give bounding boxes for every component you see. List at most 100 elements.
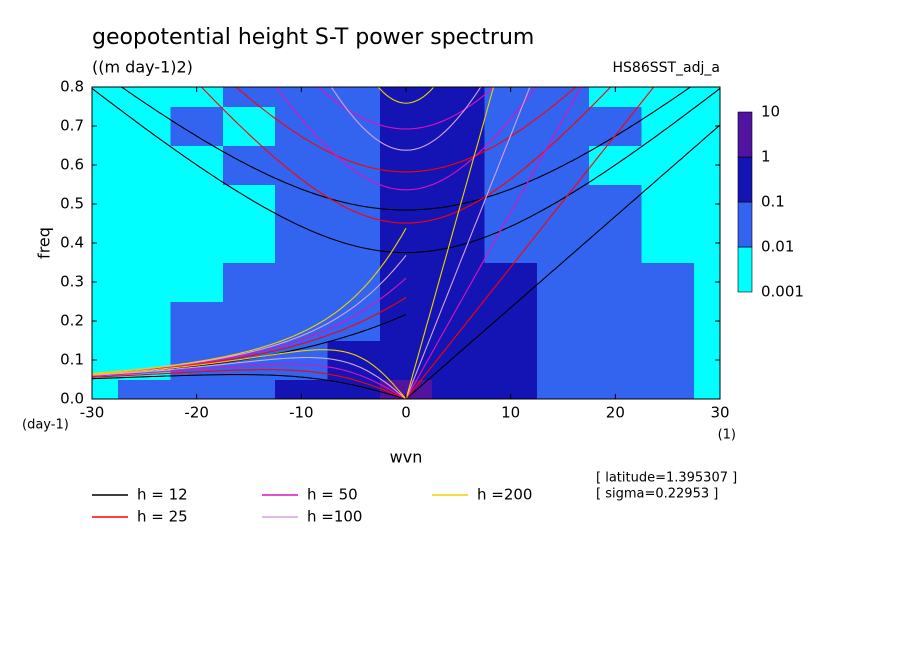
- y-tick-label: 0.6: [60, 156, 84, 174]
- field-cell: [432, 87, 485, 107]
- field-cell: [641, 262, 695, 302]
- y-tick-label: 0.0: [60, 390, 84, 408]
- field-cell: [641, 87, 695, 107]
- field-cell: [275, 301, 328, 341]
- field-cell: [92, 379, 119, 399]
- field-cell: [589, 223, 642, 263]
- y-tick-label: 0.2: [60, 312, 84, 330]
- field-cell: [327, 301, 381, 341]
- colorbar-label: 1: [761, 148, 771, 166]
- field-cell: [693, 379, 720, 399]
- x-axis-label: wvn: [390, 448, 423, 467]
- legend-label: h =100: [307, 508, 362, 526]
- legend-label: h =200: [477, 486, 532, 504]
- field-cell: [170, 106, 224, 146]
- y-unit: (day-1): [22, 418, 69, 433]
- field-cell: [536, 184, 590, 224]
- field-cell: [641, 340, 695, 380]
- field-cell: [536, 223, 590, 263]
- field-cell: [379, 262, 433, 302]
- field-cell: [170, 184, 224, 224]
- field-cell: [327, 106, 381, 146]
- x-tick-label: 0: [401, 404, 411, 422]
- field-cell: [118, 106, 171, 146]
- dispersion-curve: [92, 87, 531, 399]
- colorbar-label: 0.001: [761, 283, 804, 301]
- legend-label: h = 12: [137, 486, 188, 504]
- field-cell: [432, 223, 485, 263]
- field-cell: [92, 87, 119, 107]
- field-cell: [170, 301, 224, 341]
- field-cell: [222, 301, 276, 341]
- field-cell: [275, 87, 328, 107]
- field-cell: [484, 340, 538, 380]
- curves: [92, 87, 720, 399]
- legend-label: h = 50: [307, 486, 358, 504]
- field-cell: [641, 106, 695, 146]
- field-cell: [275, 262, 328, 302]
- field-cell: [641, 223, 695, 263]
- colorbar-box: [737, 246, 753, 293]
- field-cell: [170, 223, 224, 263]
- colorbar-box: [737, 111, 753, 158]
- field-cell: [379, 87, 433, 107]
- field-cell: [118, 301, 171, 341]
- colorbar-box: [737, 156, 753, 203]
- field-cell: [589, 262, 642, 302]
- field-cell: [118, 379, 171, 399]
- field-cell: [641, 184, 695, 224]
- field-cell: [275, 379, 328, 399]
- chart-subtitle: ((m day-1)2): [92, 58, 193, 77]
- x-tick-label: 10: [501, 404, 520, 422]
- field-cell: [118, 184, 171, 224]
- field-cell: [327, 87, 381, 107]
- field-cell: [379, 301, 433, 341]
- field-cell: [275, 340, 328, 380]
- field-cell: [170, 262, 224, 302]
- field-cell: [693, 87, 720, 107]
- field-cell: [536, 379, 590, 399]
- field-cell: [379, 145, 433, 185]
- field-cell: [484, 106, 538, 146]
- y-tick-label: 0.3: [60, 273, 84, 291]
- field-cell: [222, 87, 276, 107]
- field-cell: [432, 145, 485, 185]
- field-cell: [641, 145, 695, 185]
- colorbar-box: [737, 201, 753, 248]
- field-cell: [536, 106, 590, 146]
- field-cell: [275, 223, 328, 263]
- y-tick-label: 0.1: [60, 351, 84, 369]
- y-axis-label: freq: [35, 227, 54, 259]
- x-tick-label: -10: [289, 404, 314, 422]
- field-cell: [536, 301, 590, 341]
- dispersion-curve: [92, 87, 582, 399]
- field: [92, 87, 720, 399]
- note: [ latitude=1.395307 ]: [596, 471, 737, 486]
- x-tick-label: -20: [184, 404, 209, 422]
- y-tick-label: 0.8: [60, 78, 84, 96]
- y-tick-label: 0.7: [60, 117, 84, 135]
- field-cell: [118, 145, 171, 185]
- field-cell: [432, 106, 485, 146]
- field-cell: [432, 301, 485, 341]
- field-cell: [327, 262, 381, 302]
- field-cell: [170, 379, 224, 399]
- x-tick-label: 20: [606, 404, 625, 422]
- field-cell: [379, 106, 433, 146]
- legend-label: h = 25: [137, 508, 188, 526]
- x-unit: (1): [718, 428, 736, 443]
- colorbar-label: 10: [761, 103, 780, 121]
- field-cell: [589, 184, 642, 224]
- field-cell: [379, 184, 433, 224]
- field-cell: [484, 184, 538, 224]
- note: [ sigma=0.22953 ]: [596, 487, 718, 502]
- field-cell: [222, 223, 276, 263]
- field-cell: [432, 262, 485, 302]
- field-cell: [222, 106, 276, 146]
- field-cell: [222, 262, 276, 302]
- field-cell: [327, 145, 381, 185]
- field-cell: [641, 301, 695, 341]
- field-cell: [118, 223, 171, 263]
- field-cell: [641, 379, 695, 399]
- field-cell: [589, 87, 642, 107]
